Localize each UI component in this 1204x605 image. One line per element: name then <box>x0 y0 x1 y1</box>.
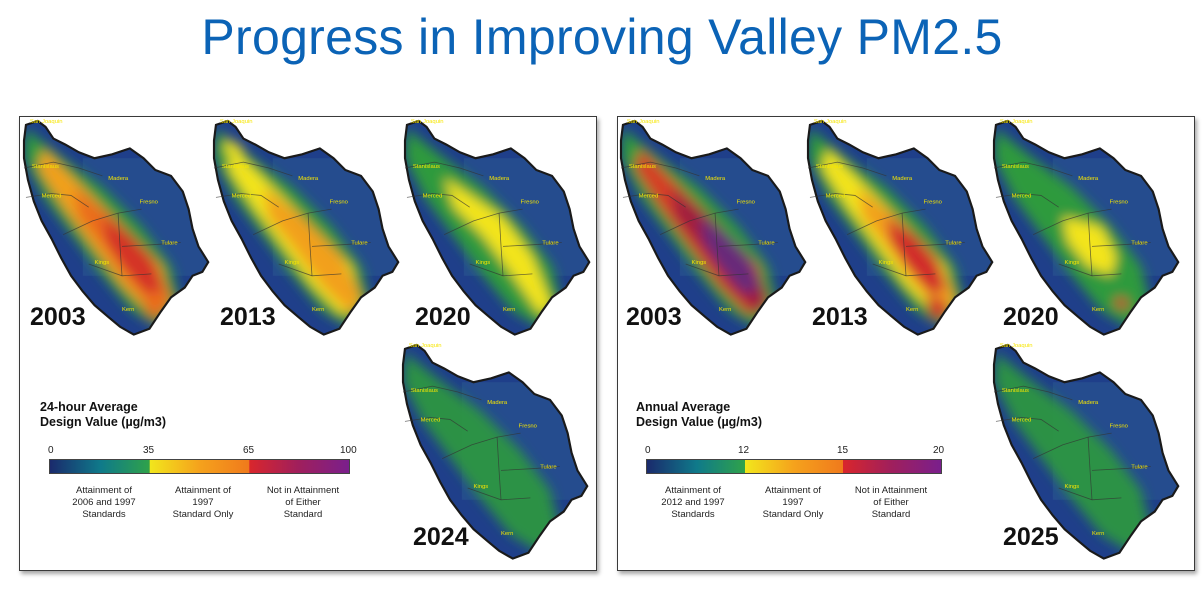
svg-text:Kings: Kings <box>1065 260 1080 266</box>
svg-text:Fresno: Fresno <box>330 199 349 205</box>
page-title: Progress in Improving Valley PM2.5 <box>201 9 1003 65</box>
svg-text:Merced: Merced <box>232 193 252 199</box>
svg-text:Madera: Madera <box>298 176 319 182</box>
legend-tick: 20 <box>933 445 945 456</box>
svg-text:Kings: Kings <box>692 260 707 266</box>
svg-text:Kern: Kern <box>719 307 731 313</box>
svg-text:Tulare: Tulare <box>1131 464 1147 470</box>
svg-text:Kings: Kings <box>1065 484 1080 490</box>
legend-tick: 0 <box>48 445 54 456</box>
svg-text:San Joaquin: San Joaquin <box>30 119 63 125</box>
year-label-2020: 2020 <box>1003 303 1059 331</box>
legend-category: Attainment of 2006 and 1997 Standards <box>72 485 136 520</box>
svg-text:Kings: Kings <box>95 260 110 266</box>
legend-title-line2: Design Value (µg/m3) <box>636 415 762 429</box>
svg-text:San Joaquin: San Joaquin <box>409 343 442 349</box>
svg-text:Madera: Madera <box>1078 400 1099 406</box>
svg-text:Kings: Kings <box>879 260 894 266</box>
svg-text:Kern: Kern <box>312 307 324 313</box>
svg-text:Kern: Kern <box>906 307 918 313</box>
svg-text:Fresno: Fresno <box>521 199 540 205</box>
year-label-2025: 2025 <box>1003 523 1059 551</box>
color-scale-bar <box>49 459 350 474</box>
svg-text:San Joaquin: San Joaquin <box>627 119 660 125</box>
svg-text:Tulare: Tulare <box>945 240 961 246</box>
year-label-2020: 2020 <box>415 303 471 331</box>
svg-text:Fresno: Fresno <box>1110 423 1129 429</box>
legend-tick: 100 <box>340 445 357 456</box>
svg-text:Madera: Madera <box>108 176 129 182</box>
legend-tick: 15 <box>837 445 849 456</box>
svg-text:Madera: Madera <box>892 176 913 182</box>
svg-text:Merced: Merced <box>639 193 659 199</box>
svg-text:Merced: Merced <box>423 193 443 199</box>
svg-text:Kern: Kern <box>501 531 513 537</box>
svg-text:Tulare: Tulare <box>758 240 774 246</box>
svg-text:Kings: Kings <box>474 484 489 490</box>
svg-text:Merced: Merced <box>826 193 846 199</box>
legend-tick: 35 <box>143 445 155 456</box>
svg-text:Fresno: Fresno <box>140 199 159 205</box>
svg-text:Kern: Kern <box>122 307 134 313</box>
svg-text:Tulare: Tulare <box>1131 240 1147 246</box>
svg-text:San Joaquin: San Joaquin <box>1000 119 1033 125</box>
panel-annual-average: San Joaquin Stanislaus Merced Madera Fresno T… <box>617 116 1195 571</box>
year-label-2013: 2013 <box>220 303 276 331</box>
year-label-2003: 2003 <box>30 303 86 331</box>
svg-text:San Joaquin: San Joaquin <box>411 119 444 125</box>
svg-text:Stanislaus: Stanislaus <box>629 164 656 170</box>
svg-text:Stanislaus: Stanislaus <box>1002 388 1029 394</box>
legend-category: Attainment of 2012 and 1997 Standards <box>661 485 725 520</box>
color-scale-bar <box>646 459 942 474</box>
svg-text:Stanislaus: Stanislaus <box>816 164 843 170</box>
svg-text:Madera: Madera <box>489 176 510 182</box>
svg-text:Madera: Madera <box>1078 176 1099 182</box>
maps-24-hour: San Joaquin Stanislaus Merced Madera Fresno T… <box>22 119 591 560</box>
maps-annual: San Joaquin Stanislaus Merced Madera Fresno T… <box>619 119 1180 560</box>
svg-text:Stanislaus: Stanislaus <box>32 164 59 170</box>
legend-tick: 0 <box>645 445 651 456</box>
svg-text:San Joaquin: San Joaquin <box>220 119 253 125</box>
year-label-2003: 2003 <box>626 303 682 331</box>
legend-category: Attainment of 1997 Standard Only <box>762 485 824 520</box>
svg-text:Kern: Kern <box>1092 531 1104 537</box>
legend-title: 24-hour Average Design Value (µg/m3) <box>40 400 166 430</box>
legend-category: Attainment of 1997 Standard Only <box>172 485 234 520</box>
legend-tick: 12 <box>738 445 750 456</box>
svg-text:Tulare: Tulare <box>161 240 177 246</box>
year-label-2024: 2024 <box>413 523 469 551</box>
svg-text:Fresno: Fresno <box>519 423 538 429</box>
svg-text:Merced: Merced <box>1012 193 1032 199</box>
svg-text:Kings: Kings <box>476 260 491 266</box>
legend-category: Not in Attainment of Either Standard <box>854 485 928 520</box>
svg-text:Merced: Merced <box>1012 417 1032 423</box>
legend-category: Not in Attainment of Either Standard <box>266 485 340 520</box>
svg-text:Stanislaus: Stanislaus <box>222 164 249 170</box>
svg-text:Stanislaus: Stanislaus <box>411 388 438 394</box>
svg-text:Kern: Kern <box>1092 307 1104 313</box>
svg-text:Stanislaus: Stanislaus <box>1002 164 1029 170</box>
svg-text:Merced: Merced <box>42 193 62 199</box>
legend-title-line1: Annual Average <box>636 400 731 414</box>
svg-text:Merced: Merced <box>421 417 441 423</box>
legend-title: Annual Average Design Value (µg/m3) <box>636 400 762 430</box>
svg-text:Fresno: Fresno <box>1110 199 1129 205</box>
svg-text:San Joaquin: San Joaquin <box>1000 343 1033 349</box>
svg-text:Madera: Madera <box>487 400 508 406</box>
svg-text:Stanislaus: Stanislaus <box>413 164 440 170</box>
svg-text:Madera: Madera <box>705 176 726 182</box>
legend-tick: 65 <box>243 445 255 456</box>
svg-text:Fresno: Fresno <box>924 199 943 205</box>
year-label-2013: 2013 <box>812 303 868 331</box>
svg-text:Tulare: Tulare <box>542 240 558 246</box>
svg-text:Fresno: Fresno <box>737 199 756 205</box>
svg-text:Tulare: Tulare <box>540 464 556 470</box>
svg-text:Tulare: Tulare <box>351 240 367 246</box>
svg-text:Kings: Kings <box>285 260 300 266</box>
panel-24-hour-average: San Joaquin Stanislaus Merced Madera Fresno T… <box>19 116 597 571</box>
svg-text:San Joaquin: San Joaquin <box>814 119 847 125</box>
legend-title-line2: Design Value (µg/m3) <box>40 415 166 429</box>
legend-title-line1: 24-hour Average <box>40 400 138 414</box>
svg-text:Kern: Kern <box>503 307 515 313</box>
